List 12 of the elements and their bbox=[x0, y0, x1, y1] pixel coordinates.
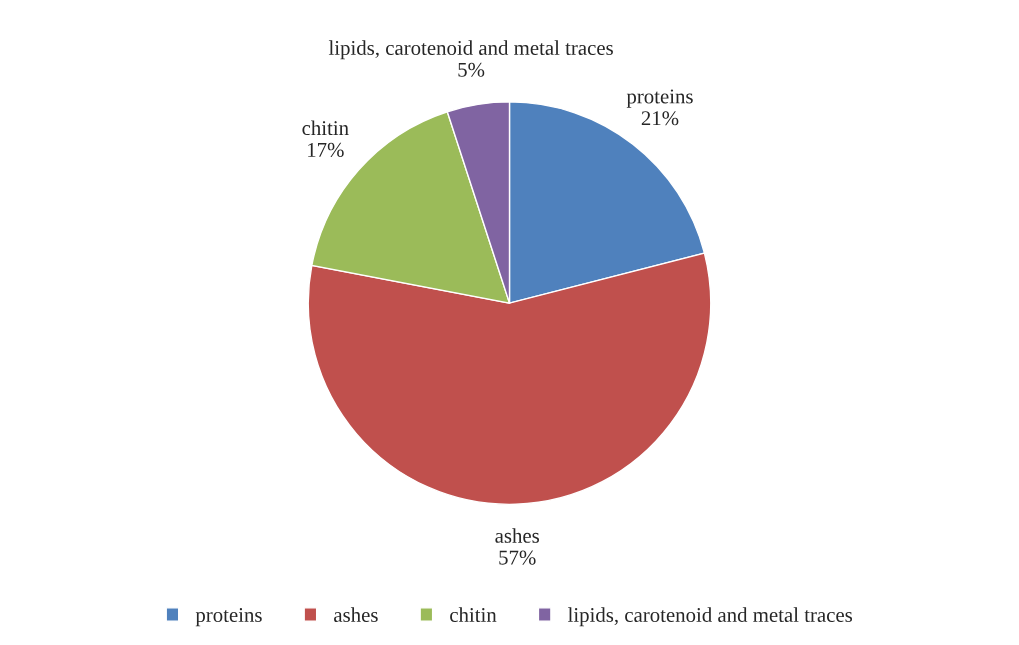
legend-label: lipids, carotenoid and metal traces bbox=[567, 607, 853, 627]
legend-label: ashes bbox=[334, 607, 378, 623]
legend-label: chitin bbox=[450, 607, 497, 623]
data-label: 17% bbox=[308, 142, 344, 157]
slice-label: proteins bbox=[626, 89, 693, 108]
data-label: 21% bbox=[641, 111, 679, 126]
slice-label: ashes bbox=[495, 528, 540, 543]
data-label: 5% bbox=[458, 62, 485, 77]
slice-label: lipids, carotenoid and metal traces bbox=[328, 40, 613, 60]
slice-label: chitin bbox=[302, 120, 349, 136]
legend-label: proteins bbox=[195, 608, 262, 627]
data-label: 57% bbox=[499, 550, 536, 565]
